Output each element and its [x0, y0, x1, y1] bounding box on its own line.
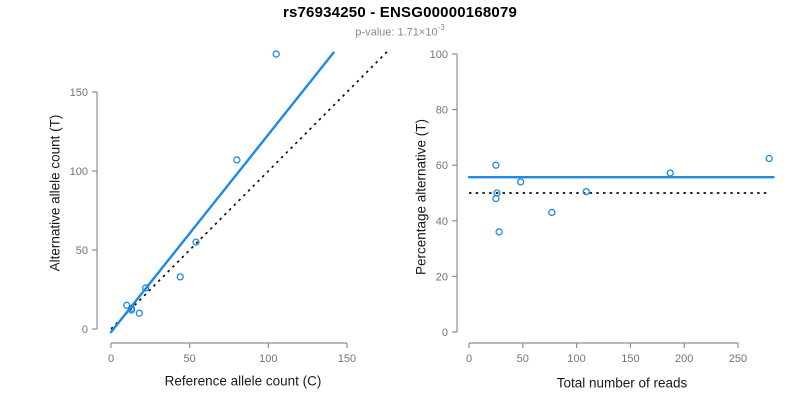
data-point [272, 50, 280, 58]
y-tick-label: 50 [76, 245, 88, 257]
y-tick-label: 0 [442, 327, 448, 339]
data-point [582, 187, 590, 196]
data-point [516, 178, 525, 186]
data-point [176, 273, 184, 281]
data-point [765, 154, 773, 163]
y-tick-label: 80 [436, 105, 448, 117]
data-point [192, 238, 200, 246]
x-tick-label: 100 [259, 353, 277, 365]
y-tick-label: 0 [82, 324, 88, 336]
data-point [127, 306, 136, 314]
y-tick-label: 40 [436, 216, 448, 228]
data-point [135, 309, 143, 317]
data-point [548, 208, 556, 217]
x-tick-label: 100 [567, 353, 585, 365]
data-point [495, 228, 503, 236]
x-tick-label: 0 [466, 353, 472, 365]
p-value-text: p-value: 1.71×10 [355, 26, 438, 39]
data-point [666, 169, 674, 177]
x-tick-label: 0 [108, 353, 114, 365]
data-point [492, 194, 500, 203]
y-tick-label: 150 [70, 87, 88, 99]
x-tick-label: 50 [184, 353, 196, 365]
x-tick-label: 150 [338, 353, 356, 365]
y-tick-label: 100 [70, 166, 88, 178]
x-tick-label: 250 [729, 353, 747, 365]
data-point [492, 161, 500, 169]
data-point [141, 284, 150, 292]
right-x-axis-title: Total number of reads [556, 375, 688, 391]
scatter-panel-right: 0 50 100 150 200 250 0 20 40 60 80 100 [430, 49, 775, 365]
page-title: rs76934250 - ENSG00000168079 [282, 4, 518, 21]
data-point [233, 156, 241, 164]
scatter-panel-left: 0 50 100 150 0 50 100 150 [70, 50, 389, 365]
x-tick-label: 150 [621, 353, 639, 365]
y-tick-label: 20 [436, 271, 448, 283]
p-value-subtitle: p-value: 1.71×10-3 [0, 23, 800, 39]
y-tick-label: 100 [430, 49, 448, 61]
right-y-axis-title: Percentage alternative (T) [413, 118, 429, 276]
p-value-exponent: -3 [437, 23, 445, 32]
scatter-plots-canvas: 0 50 100 150 0 50 100 150 0 50 100 150 200 250 0 20 40 60… [70, 49, 775, 365]
reference-dotted-line [110, 50, 389, 330]
y-tick-label: 60 [436, 160, 448, 172]
x-tick-label: 50 [517, 353, 529, 365]
left-x-axis-title: Reference allele count (C) [164, 373, 322, 389]
x-tick-label: 200 [675, 353, 693, 365]
left-y-axis-title: Alternative allele count (T) [47, 114, 63, 272]
